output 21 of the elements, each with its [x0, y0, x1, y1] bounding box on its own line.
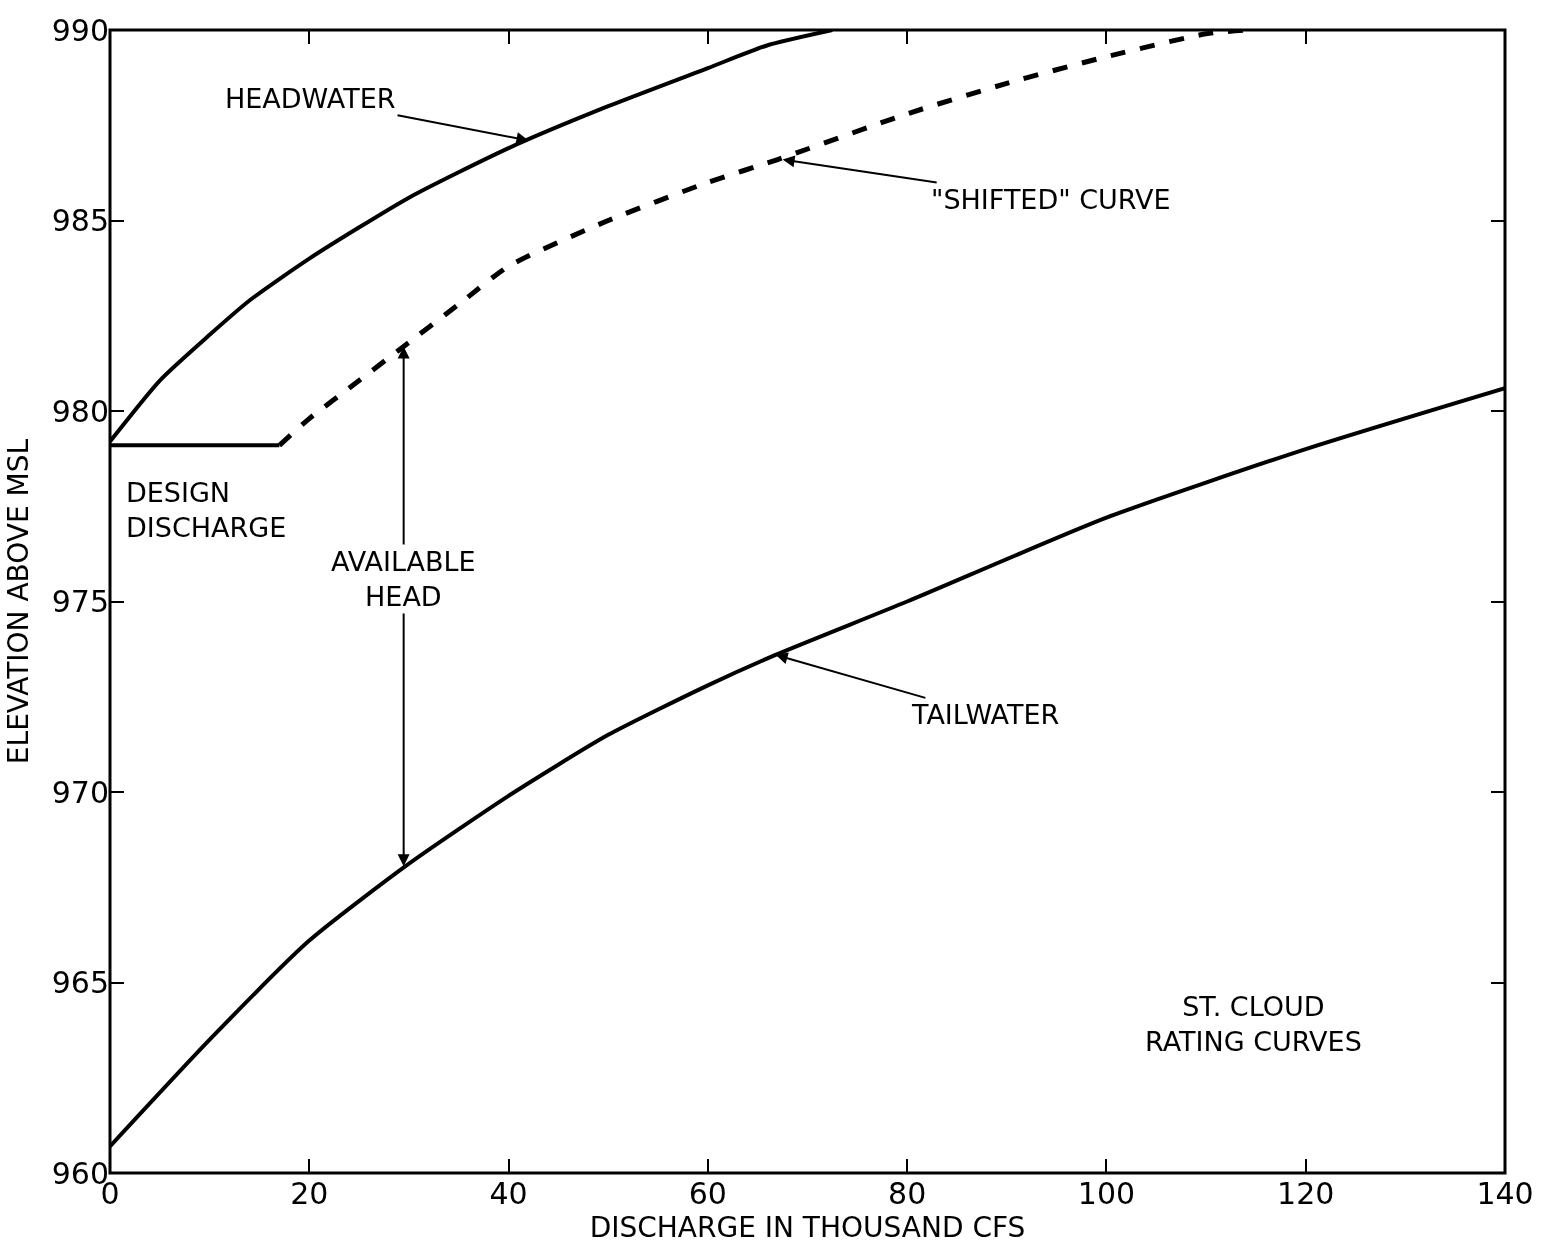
annotation: ST. CLOUD RATING CURVES — [1145, 991, 1362, 1058]
x-tick-label: 120 — [1277, 1176, 1335, 1211]
y-tick-label: 990 — [51, 12, 109, 48]
x-tick-label: 60 — [688, 1176, 727, 1211]
y-tick-label: 975 — [51, 584, 109, 619]
annotation: AVAILABLE HEAD — [331, 546, 476, 613]
y-tick-label: 985 — [51, 203, 109, 238]
x-tick-label: 20 — [290, 1176, 329, 1211]
y-axis-title: ELEVATION ABOVE MSL — [2, 438, 36, 765]
annotation: TAILWATER — [911, 699, 1060, 730]
x-axis-title: DISCHARGE IN THOUSAND CFS — [589, 1211, 1026, 1244]
y-tick-label: 970 — [51, 774, 109, 810]
x-tick-label: 140 — [1476, 1176, 1534, 1211]
y-tick-label: 980 — [51, 393, 109, 429]
annotation: HEADWATER — [225, 83, 396, 114]
x-tick-label: 80 — [888, 1176, 927, 1211]
annotation: DESIGN DISCHARGE — [126, 477, 287, 544]
y-tick-label: 965 — [51, 965, 109, 1000]
x-tick-label: 100 — [1077, 1176, 1136, 1211]
x-tick-label: 40 — [489, 1176, 528, 1211]
annotation: "SHIFTED" CURVE — [931, 184, 1171, 215]
